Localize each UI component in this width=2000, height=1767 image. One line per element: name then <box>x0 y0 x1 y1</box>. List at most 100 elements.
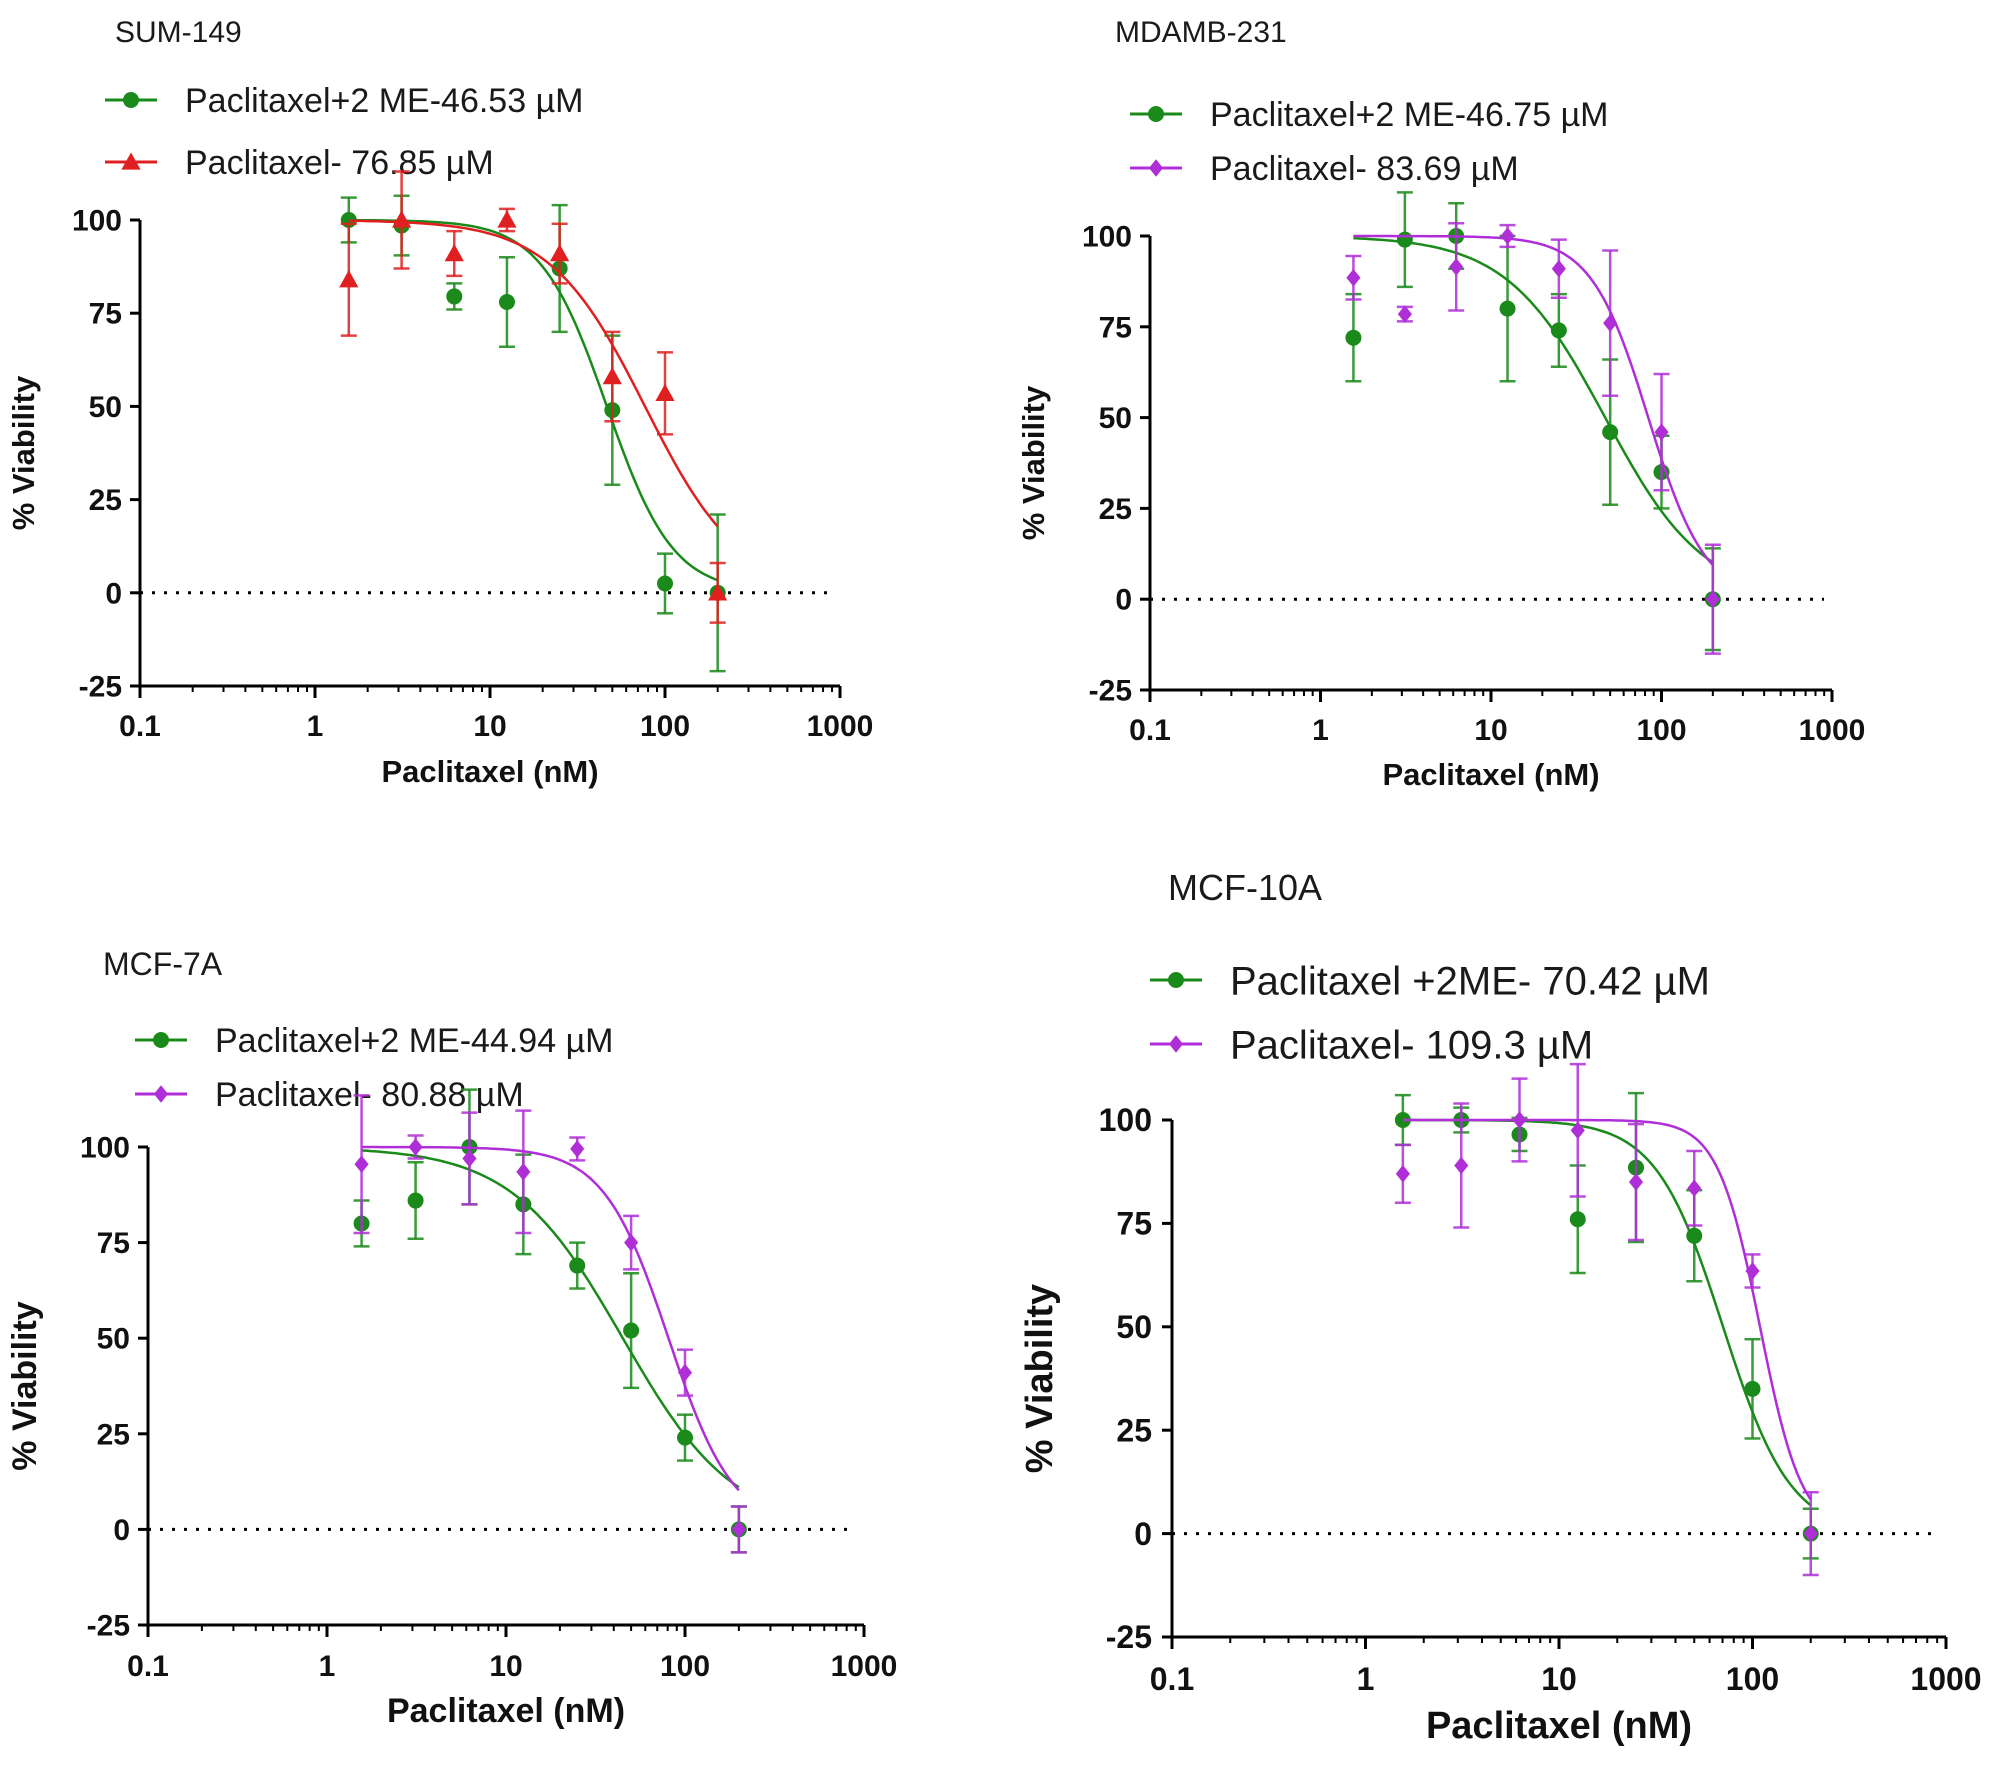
panel-sum-149: SUM-149 Paclitaxel+2 ME-46.53 µM Paclitaxe… <box>6 16 873 789</box>
y-axis-title: % Viability <box>6 1301 44 1471</box>
y-tick-label: -25 <box>79 671 122 704</box>
series-2 <box>339 170 728 624</box>
fit-curve <box>348 218 719 582</box>
series-2 <box>1345 222 1721 655</box>
y-tick-label: -25 <box>1089 675 1132 708</box>
legend-marker <box>153 1032 169 1048</box>
x-tick-label: 0.1 <box>1129 714 1171 747</box>
y-tick-label: 100 <box>80 1132 130 1165</box>
y-tick-label: 50 <box>1099 402 1132 435</box>
y-tick-label: 25 <box>1116 1412 1152 1448</box>
x-tick-label: 100 <box>660 1650 710 1683</box>
data-point <box>1512 1111 1527 1129</box>
x-tick-label: 1000 <box>831 1650 898 1683</box>
y-tick-label: 100 <box>1082 221 1132 254</box>
x-tick-label: 1 <box>1312 714 1329 747</box>
y-tick-label: -25 <box>1106 1619 1152 1655</box>
data-point <box>570 1140 585 1158</box>
x-tick-label: 0.1 <box>119 710 161 743</box>
legend-marker <box>121 152 141 170</box>
data-point <box>1803 1524 1818 1543</box>
data-point <box>1397 305 1412 323</box>
data-point <box>1454 1156 1469 1175</box>
y-tick-label: 75 <box>1099 311 1132 344</box>
series-2 <box>1394 1062 1819 1577</box>
legend-label: Paclitaxel- 76.85 µM <box>185 144 494 182</box>
x-tick-label: 1 <box>307 710 324 743</box>
x-axis-title: Paclitaxel (nM) <box>381 754 598 789</box>
y-tick-label: 50 <box>1116 1309 1152 1345</box>
legend-marker <box>1168 972 1184 988</box>
y-tick-label: 50 <box>89 391 122 424</box>
data-point <box>1628 1173 1644 1191</box>
y-tick-label: 25 <box>89 484 122 517</box>
chart-title: MDAMB-231 <box>1115 16 1287 49</box>
data-point <box>1603 314 1618 332</box>
panel-mdamb-231: MDAMB-231 Paclitaxel+2 ME-46.75 µM Paclita… <box>1016 16 1865 792</box>
y-tick-label: 0 <box>1134 1516 1152 1552</box>
data-point <box>677 1363 693 1382</box>
fit-curve <box>361 1145 740 1492</box>
legend-label: Paclitaxel+2 ME-44.94 µM <box>215 1022 614 1060</box>
legend-marker <box>153 1085 169 1103</box>
y-tick-label: 0 <box>113 1514 130 1547</box>
data-point <box>1602 424 1619 441</box>
chart-title: SUM-149 <box>115 16 242 49</box>
data-point <box>339 270 359 288</box>
y-tick-label: 75 <box>97 1227 130 1260</box>
data-point <box>1687 1179 1702 1198</box>
y-tick-label: 100 <box>1099 1102 1152 1138</box>
panel-mcf-10a: MCF-10A Paclitaxel +2ME- 70.42 µM Paclitax… <box>1019 867 1982 1747</box>
x-tick-label: 1 <box>319 1650 336 1683</box>
data-point <box>1449 258 1464 276</box>
data-point <box>602 366 622 385</box>
y-tick-label: 100 <box>72 205 122 238</box>
y-axis-title: % Viability <box>6 375 41 530</box>
fit-curve <box>348 219 719 528</box>
chart-title: MCF-10A <box>1168 867 1322 908</box>
data-point <box>569 1257 586 1274</box>
y-tick-label: 75 <box>1116 1206 1152 1242</box>
data-point <box>1551 259 1566 278</box>
data-point <box>623 1322 640 1339</box>
legend-marker <box>1148 106 1164 122</box>
data-point <box>516 1163 531 1181</box>
x-tick-label: 1000 <box>1799 714 1866 747</box>
x-tick-label: 100 <box>1636 714 1686 747</box>
data-point <box>354 1155 369 1174</box>
data-point <box>444 243 464 262</box>
fit-curve <box>1402 1118 1812 1507</box>
legend-label: Paclitaxel +2ME- 70.42 µM <box>1230 959 1710 1003</box>
data-point <box>462 1149 477 1168</box>
fit-curve <box>1353 234 1714 566</box>
y-tick-label: 50 <box>97 1323 130 1356</box>
data-point <box>1705 590 1720 608</box>
x-tick-label: 1000 <box>807 710 874 743</box>
x-tick-label: 100 <box>640 710 690 743</box>
y-tick-label: 75 <box>89 298 122 331</box>
panel-mcf-7a: MCF-7A Paclitaxel+2 ME-44.94 µM Paclitaxel… <box>6 946 897 1730</box>
data-point <box>1396 231 1413 248</box>
data-point <box>1686 1227 1703 1244</box>
data-point <box>1500 227 1515 245</box>
data-point <box>1346 268 1361 287</box>
data-point <box>1394 1112 1411 1128</box>
fit-curve <box>1402 1118 1812 1501</box>
data-point <box>1499 300 1516 317</box>
x-tick-label: 10 <box>473 710 506 743</box>
legend-marker <box>1148 159 1164 177</box>
data-point <box>498 294 515 311</box>
x-tick-label: 1 <box>1357 1661 1375 1697</box>
data-point <box>391 210 412 228</box>
y-axis-title: % Viability <box>1016 385 1051 540</box>
data-point <box>446 288 463 305</box>
x-axis-title: Paclitaxel (nM) <box>1426 1705 1692 1747</box>
data-point <box>1395 1164 1410 1183</box>
series-1 <box>1345 191 1721 652</box>
series-2 <box>353 1094 747 1554</box>
data-point <box>1654 423 1669 441</box>
x-tick-label: 0.1 <box>1150 1661 1194 1697</box>
y-tick-label: -25 <box>87 1610 130 1643</box>
data-point <box>1745 1262 1760 1280</box>
